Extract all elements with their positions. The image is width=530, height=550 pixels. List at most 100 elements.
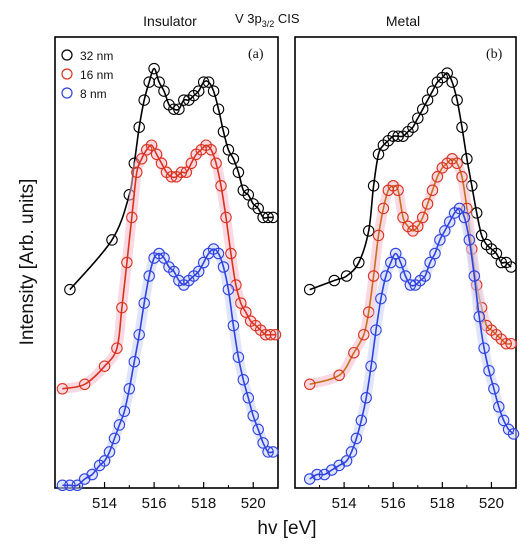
- panel-a-point-8nm: [262, 446, 274, 458]
- legend-marker-16nm: [61, 68, 73, 80]
- panel-b-point-16nm: [500, 337, 512, 350]
- panel-b-point-16nm: [451, 157, 463, 170]
- panel-b-point-8nm: [439, 225, 451, 237]
- panel-b-point-8nm: [370, 324, 382, 336]
- panel-a-point-16nm: [131, 166, 143, 179]
- panel-b-tick-label: 514: [332, 495, 357, 512]
- panel-a-point-8nm: [138, 297, 150, 309]
- panel-a-point-8nm: [133, 328, 145, 341]
- figure-title-main: V 3p: [235, 11, 262, 26]
- panel-a-point-8nm: [56, 479, 69, 492]
- panel-a-point-8nm: [98, 455, 111, 467]
- legend: 32 nm 16 nm 8 nm: [61, 49, 113, 101]
- panel-b-point-32nm: [303, 283, 316, 296]
- panel-a-point-16nm: [220, 211, 232, 224]
- panel-a-tick-label: 514: [92, 495, 117, 512]
- panel-b-point-16nm: [377, 202, 390, 215]
- panel-a-point-16nm: [56, 383, 69, 395]
- panel-a-point-8nm: [103, 446, 116, 458]
- panel-a-point-16nm: [155, 157, 168, 170]
- panel-a-point-32nm: [153, 76, 165, 88]
- panel-b-point-32nm: [416, 103, 429, 115]
- panel-b-point-16nm: [416, 211, 429, 224]
- panel-b-point-8nm: [443, 216, 456, 228]
- panel-a-point-32nm: [178, 94, 190, 106]
- panel-a-point-8nm: [123, 383, 136, 395]
- panel-b-point-8nm: [468, 270, 481, 282]
- panel-a-fit-8nm: [62, 248, 274, 487]
- panel-a-point-32nm: [252, 202, 264, 215]
- panel-b-point-32nm: [367, 180, 380, 192]
- panel-b-point-8nm: [458, 211, 471, 224]
- panel-a-point-8nm: [86, 468, 98, 481]
- panel-a-point-32nm: [262, 211, 274, 224]
- panel-b-point-32nm: [475, 229, 488, 242]
- panel-b-point-8nm: [380, 270, 392, 282]
- panel-a-point-8nm: [252, 423, 264, 436]
- panel-a-point-8nm: [222, 283, 235, 296]
- panel-b-point-16nm: [426, 184, 439, 197]
- panel-b-point-16nm: [421, 198, 434, 210]
- panel-b-point-8nm: [488, 383, 500, 395]
- panel-b-point-8nm: [463, 234, 476, 246]
- legend-label-32nm: 32 nm: [80, 49, 113, 63]
- panel-a-point-32nm: [133, 121, 145, 133]
- panel-a-point-16nm: [240, 306, 252, 318]
- panel-a-point-16nm: [150, 148, 163, 161]
- panel-b-point-8nm: [360, 392, 372, 404]
- panel-a-point-32nm: [267, 211, 279, 224]
- panel-a-point-16nm: [116, 301, 128, 314]
- panel-a-point-16nm: [165, 171, 178, 183]
- panel-a-point-8nm: [232, 351, 245, 363]
- panel-b-point-8nm: [311, 468, 323, 481]
- panel-a-point-8nm: [257, 437, 269, 449]
- panel-a-title: Insulator: [143, 13, 197, 29]
- panel-b-fit-8nm: [309, 207, 515, 480]
- panel-b-point-16nm: [333, 369, 345, 382]
- panel-a-point-16nm: [210, 157, 222, 170]
- panel-b-tick-label: 518: [430, 495, 455, 512]
- panel-b-point-32nm: [461, 153, 473, 165]
- panel-a-point-8nm: [247, 410, 259, 422]
- legend-marker-32nm: [61, 49, 73, 61]
- panel-a-point-8nm: [197, 256, 210, 269]
- panel-a-point-16nm: [185, 157, 198, 170]
- panel-a-point-16nm: [98, 360, 111, 372]
- panel-b-point-8nm: [355, 414, 368, 427]
- panel-b-point-32nm: [328, 274, 341, 287]
- panel-b-point-32nm: [426, 85, 439, 97]
- panel-a-point-8nm: [242, 392, 255, 404]
- panel-a-point-16nm: [180, 166, 193, 179]
- panel-b-point-16nm: [431, 171, 444, 183]
- panel-b-tick-label: 516: [381, 495, 406, 512]
- panel-b-point-32nm: [372, 148, 385, 161]
- panel-a-point-32nm: [173, 103, 185, 115]
- panel-a-point-16nm: [175, 166, 188, 179]
- panel-a-point-8nm: [158, 252, 170, 264]
- panel-a-point-8nm: [64, 479, 76, 492]
- panel-a-point-8nm: [217, 261, 230, 273]
- figure-title: V 3p3/2 CIS: [235, 11, 300, 29]
- panel-a-point-16nm: [225, 247, 237, 260]
- panel-b-point-32nm: [446, 76, 458, 88]
- panel-a-point-16nm: [235, 297, 247, 309]
- panel-b-frame: [294, 36, 517, 489]
- panel-a-point-16nm: [269, 328, 282, 341]
- panel-b-point-16nm: [372, 229, 385, 242]
- panel-b-point-8nm: [375, 292, 387, 305]
- figure-title-end: CIS: [274, 11, 300, 26]
- panel-a-point-8nm: [168, 265, 180, 278]
- panel-a-tag: (a): [248, 47, 264, 62]
- panel-b-point-8nm: [434, 234, 446, 246]
- panel-a-point-16nm: [264, 328, 277, 341]
- panel-a-fit-32nm: [69, 67, 273, 291]
- panel-b-point-8nm: [478, 342, 490, 354]
- panel-b-point-8nm: [497, 414, 510, 427]
- panel-b-point-16nm: [367, 270, 380, 282]
- panel-b-tick-label: 520: [479, 495, 504, 512]
- panel-a-point-32nm: [197, 76, 210, 88]
- panel-a-point-16nm: [205, 144, 217, 156]
- panel-a-point-32nm: [207, 85, 220, 97]
- panel-a-point-32nm: [212, 103, 225, 115]
